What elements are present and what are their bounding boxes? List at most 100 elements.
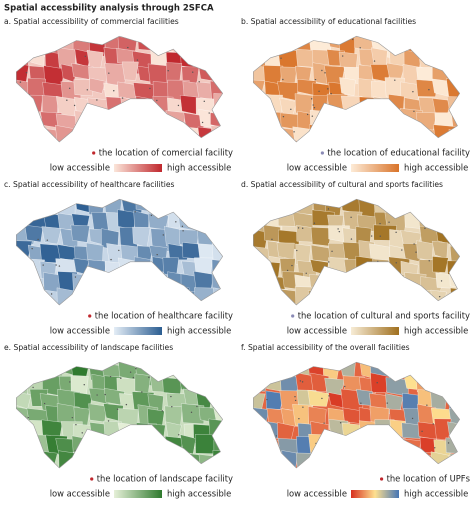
facility-point (148, 43, 150, 45)
facility-point (83, 285, 85, 288)
facility-point (27, 416, 29, 419)
district (433, 48, 457, 70)
district (102, 274, 121, 296)
facility-point (152, 123, 154, 125)
facility-point (271, 238, 273, 241)
district (261, 261, 281, 279)
facility-point (372, 462, 374, 465)
district (45, 362, 64, 379)
facility-point (156, 99, 158, 102)
facility-point (280, 57, 282, 59)
facility-point (370, 426, 372, 429)
facility-point (317, 303, 320, 305)
district (253, 261, 268, 281)
facility-point (125, 403, 128, 406)
district (197, 36, 219, 52)
district (400, 125, 421, 143)
district (253, 125, 274, 143)
district (152, 36, 175, 49)
district (88, 199, 105, 215)
facility-point (115, 434, 118, 437)
facility-point (415, 251, 417, 253)
district (253, 453, 274, 468)
facility-point (219, 238, 221, 241)
district (167, 199, 184, 211)
facility-point (412, 91, 414, 93)
district (85, 242, 104, 262)
district (147, 423, 166, 446)
facility-point (395, 363, 397, 365)
facility-point (428, 89, 430, 91)
facility-point (360, 402, 362, 404)
facility-point (198, 81, 200, 83)
legend-low-label: low accessible (50, 163, 110, 173)
facility-point (132, 376, 135, 379)
district (16, 93, 30, 111)
map-outline (15, 35, 224, 143)
district (212, 49, 223, 74)
facility-point (389, 266, 391, 268)
facility-point (222, 55, 223, 57)
district (180, 126, 200, 143)
panel: f. Spatial accessibility of the overall … (241, 343, 470, 499)
facility-point (175, 221, 177, 223)
district (104, 449, 123, 467)
facility-point (462, 239, 463, 240)
facility-point (426, 404, 428, 406)
district (117, 422, 137, 441)
district (178, 374, 198, 391)
district (359, 96, 383, 116)
facility-point (306, 113, 309, 116)
facility-point (344, 385, 346, 388)
district (445, 36, 460, 52)
legend-point-label: the location of UPFs (387, 474, 470, 484)
district (211, 211, 223, 228)
district (16, 259, 26, 278)
facility-point (335, 199, 338, 201)
district (294, 199, 314, 215)
district (74, 288, 98, 305)
district (341, 435, 363, 456)
facility-point (159, 137, 162, 140)
facility-point (111, 283, 114, 285)
facility-point (310, 98, 313, 100)
district (133, 82, 156, 104)
district (369, 272, 388, 290)
facility-point (254, 373, 256, 375)
facility-point (291, 264, 293, 267)
facility-point (402, 132, 405, 134)
district (323, 288, 343, 305)
facility-point (440, 280, 443, 282)
facility-point (19, 81, 22, 83)
district (213, 287, 223, 305)
facility-point (116, 408, 119, 411)
district (343, 113, 364, 137)
panel-title: e. Spatial accessibility of landscape fa… (4, 343, 173, 352)
district (253, 272, 266, 293)
facility-point (297, 227, 300, 229)
district (373, 111, 396, 132)
facility-point (167, 70, 169, 72)
district (359, 452, 377, 468)
facility-point (400, 115, 403, 118)
facility-point (327, 208, 330, 210)
facility-point (210, 36, 212, 37)
facility-point (266, 398, 268, 401)
facility-point (149, 87, 151, 90)
district (193, 51, 214, 69)
facility-point (379, 222, 381, 225)
district (137, 127, 155, 143)
facility-point (376, 382, 378, 384)
facility-point (221, 221, 223, 223)
facility-point (419, 457, 421, 460)
district (264, 362, 288, 378)
facility-point (305, 272, 307, 274)
district (152, 362, 177, 377)
legend-gradient (351, 164, 399, 172)
district (356, 127, 381, 143)
facility-point (395, 231, 397, 234)
facility-point (107, 420, 110, 422)
district (416, 199, 437, 218)
facility-point (297, 370, 300, 372)
facility-point (313, 222, 316, 224)
